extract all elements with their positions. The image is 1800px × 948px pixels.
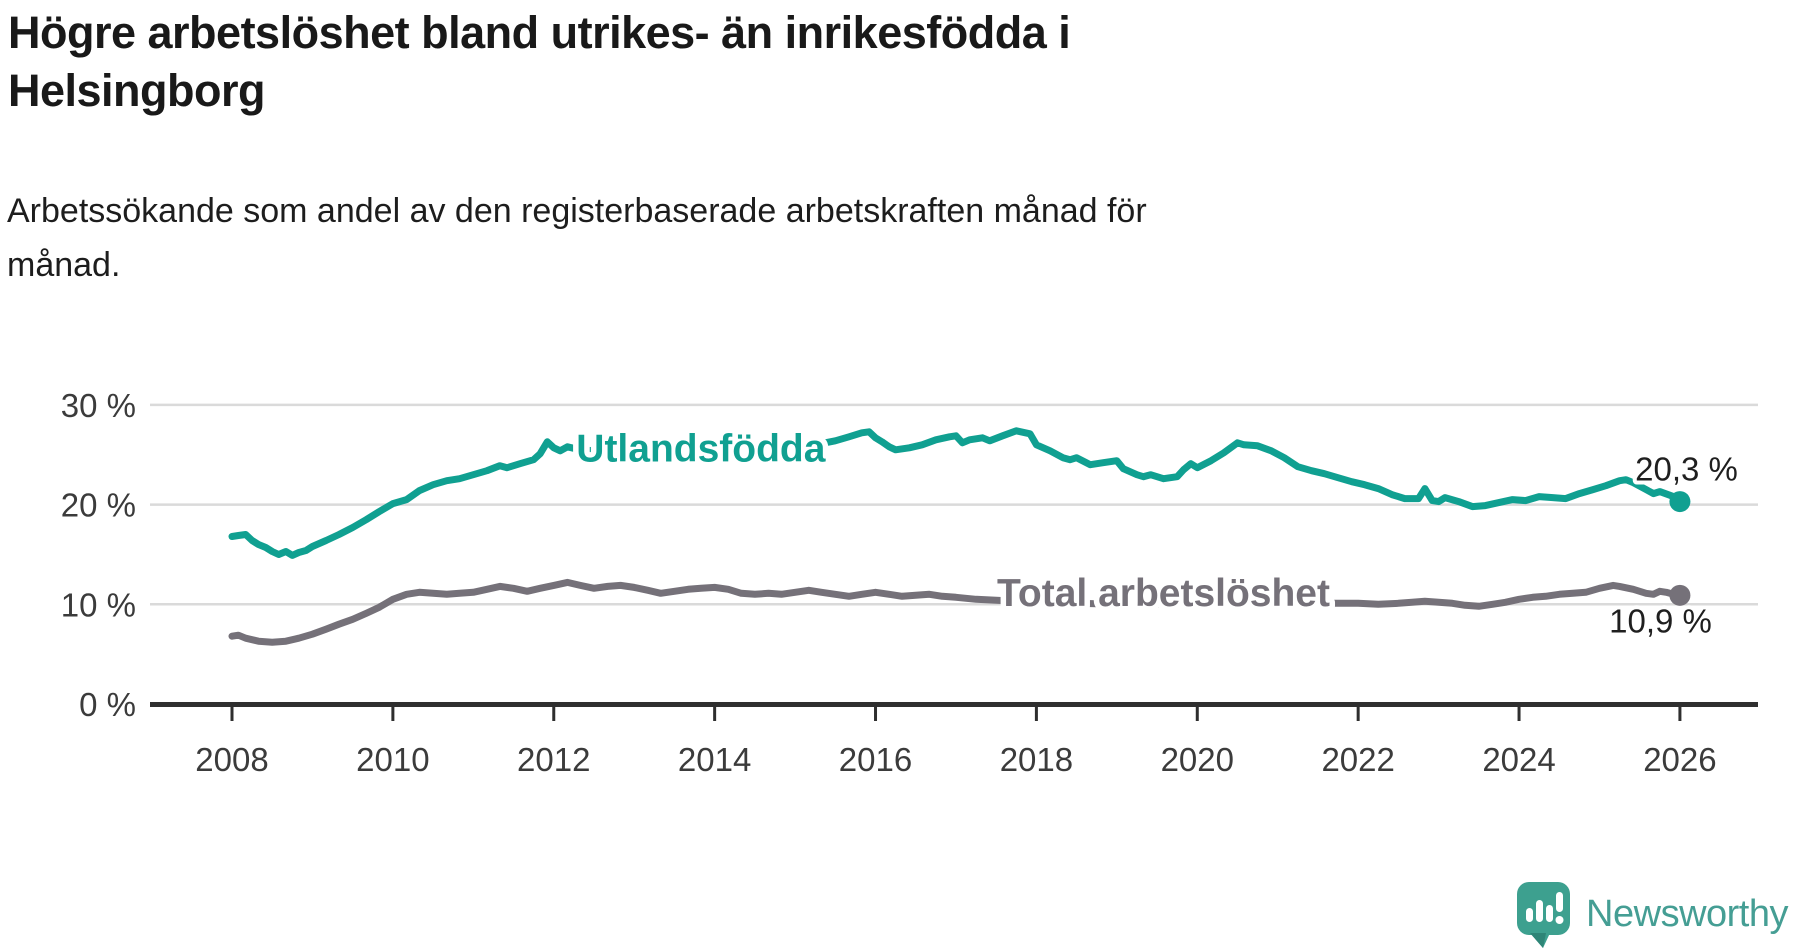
x-tick-label-2012: 2012 [517,741,590,778]
x-tick-label-2018: 2018 [1000,741,1073,778]
x-tick-label-2016: 2016 [839,741,912,778]
y-tick-label-0: 0 % [79,686,136,723]
x-tick-label-2008: 2008 [195,741,268,778]
series-label-0: Utlandsfödda [576,428,825,471]
newsworthy-brand-text: Newsworthy [1586,892,1788,935]
series-end-dot-1 [1669,584,1691,606]
newsworthy-logo-icon [1517,882,1571,948]
series-end-dot-0 [1669,491,1691,513]
subtitle-line-1: Arbetssökande som andel av den registerb… [7,192,1147,230]
title-line-1: Högre arbetslöshet bland utrikes- än inr… [8,7,1071,58]
newsworthy-logo: Newsworthy [1516,882,1788,948]
series-label-1: Total arbetslöshet [997,572,1330,615]
x-tick-label-2026: 2026 [1643,741,1716,778]
page-title: Högre arbetslöshet bland utrikes- än inr… [8,4,1071,120]
y-tick-label-10: 10 % [61,586,136,623]
series-line-1 [228,578,1684,646]
series-line-0 [228,427,1684,559]
x-tick-label-2022: 2022 [1321,741,1394,778]
x-tick-label-2010: 2010 [356,741,429,778]
x-tick-label-2020: 2020 [1161,741,1234,778]
x-tick-label-2024: 2024 [1482,741,1555,778]
series-end-value-0: 20,3 % [1635,451,1738,488]
x-tick-label-2014: 2014 [678,741,751,778]
chart-subtitle: Arbetssökande som andel av den registerb… [7,184,1147,292]
series-end-value-1: 10,9 % [1609,602,1712,639]
y-tick-label-30: 30 % [61,387,136,424]
title-line-2: Helsingborg [8,65,266,116]
subtitle-line-2: månad. [7,246,121,284]
y-tick-label-20: 20 % [61,487,136,524]
